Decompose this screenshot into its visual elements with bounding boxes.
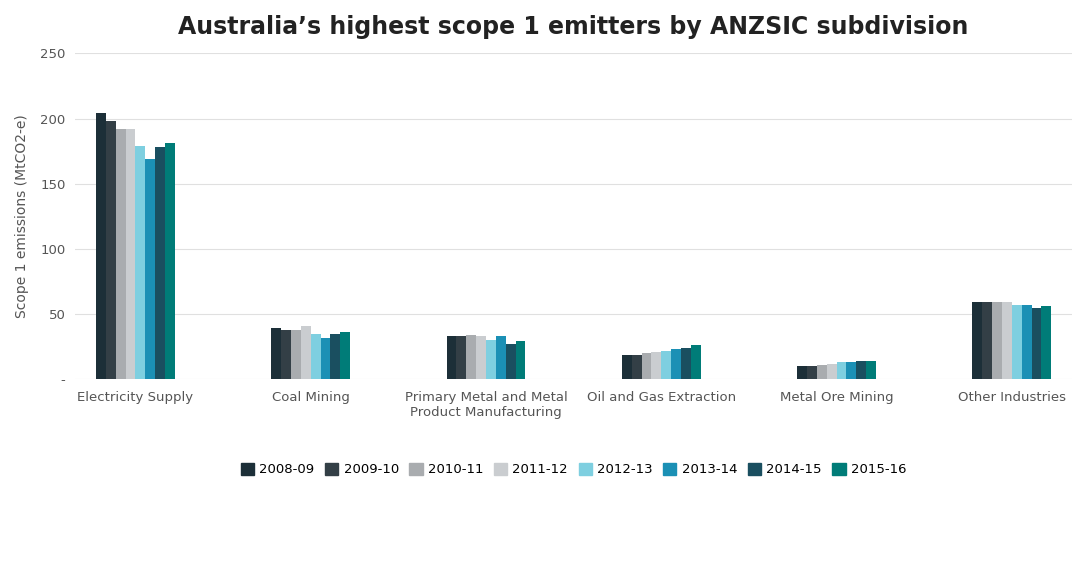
Bar [797,366,807,379]
Bar [972,302,982,379]
Bar [867,361,876,379]
Bar [476,336,486,379]
Bar [340,332,350,379]
Bar [320,337,330,379]
Y-axis label: Scope 1 emissions (MtCO2-e): Scope 1 emissions (MtCO2-e) [15,114,29,318]
Bar [106,121,116,379]
Bar [486,340,496,379]
Title: Australia’s highest scope 1 emitters by ANZSIC subdivision: Australia’s highest scope 1 emitters by … [179,15,969,39]
Bar [1031,307,1041,379]
Legend: 2008-09, 2009-10, 2010-11, 2011-12, 2012-13, 2013-14, 2014-15, 2015-16: 2008-09, 2009-10, 2010-11, 2011-12, 2012… [235,457,911,482]
Bar [671,349,681,379]
Bar [642,353,652,379]
Bar [662,350,671,379]
Bar [301,326,311,379]
Bar [516,341,525,379]
Bar [496,336,506,379]
Bar [982,302,992,379]
Bar [165,143,174,379]
Bar [1002,302,1012,379]
Bar [291,330,301,379]
Bar [652,352,662,379]
Bar [621,354,632,379]
Bar [155,147,165,379]
Bar [447,336,457,379]
Bar [281,330,291,379]
Bar [467,335,476,379]
Bar [311,333,320,379]
Bar [135,146,145,379]
Bar [145,159,155,379]
Bar [826,363,836,379]
Bar [681,348,691,379]
Bar [330,333,340,379]
Bar [271,328,281,379]
Bar [816,365,826,379]
Bar [847,362,857,379]
Bar [1012,305,1021,379]
Bar [992,302,1002,379]
Bar [691,345,701,379]
Bar [1041,306,1051,379]
Bar [1021,305,1031,379]
Bar [807,366,816,379]
Bar [506,344,516,379]
Bar [457,336,467,379]
Bar [632,354,642,379]
Bar [116,129,125,379]
Bar [836,362,847,379]
Bar [125,129,135,379]
Bar [857,361,867,379]
Bar [96,113,106,379]
